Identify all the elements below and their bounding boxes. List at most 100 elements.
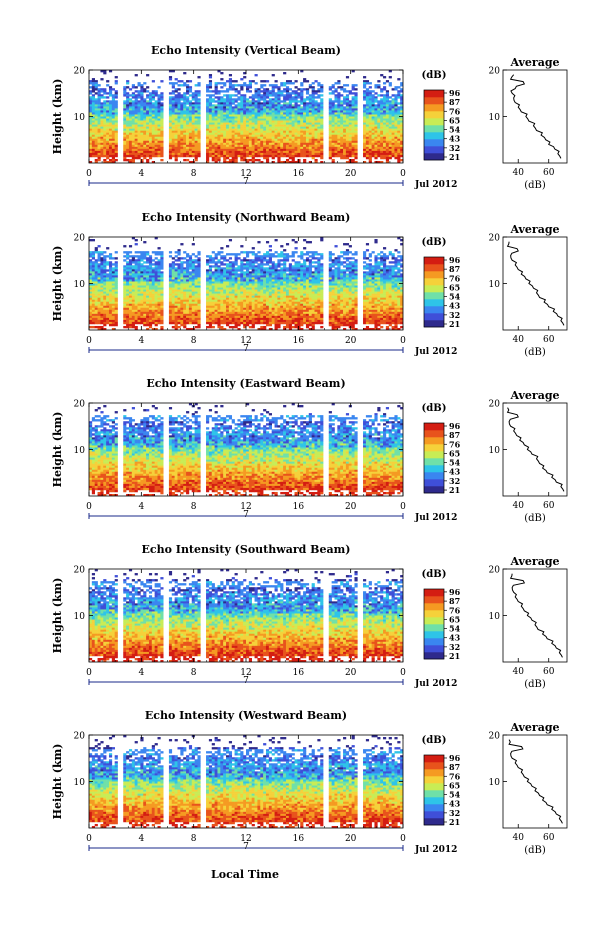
echo-cell: [183, 104, 187, 107]
echo-cell: [337, 142, 341, 146]
echo-cell: [254, 152, 258, 156]
echo-cell: [197, 271, 201, 274]
echo-cell: [345, 94, 350, 97]
echo-cell: [197, 100, 201, 103]
echo-cell: [134, 299, 138, 302]
echo-cell: [305, 132, 310, 135]
echo-cell: [137, 311, 141, 315]
echo-cell: [248, 158, 252, 162]
echo-cell: [188, 116, 193, 119]
echo-cell: [305, 102, 310, 105]
echo-cell: [363, 98, 367, 101]
echo-cell: [191, 146, 195, 150]
echo-cell: [400, 100, 403, 103]
echo-cell: [154, 313, 158, 317]
echo-cell: [354, 138, 358, 142]
colorbar-segment: [424, 97, 444, 105]
echo-cell: [314, 112, 318, 115]
echo-cell: [134, 94, 138, 97]
echo-cell: [345, 148, 350, 152]
echo-cell: [140, 94, 144, 97]
echo-cell: [128, 158, 133, 162]
echo-cell: [345, 106, 350, 109]
echo-cell: [100, 271, 104, 274]
echo-cell: [223, 160, 227, 163]
echo-cell: [300, 150, 304, 154]
echo-cell: [114, 291, 118, 294]
echo-cell: [351, 132, 355, 135]
echo-cell: [268, 84, 272, 87]
echo-cell: [89, 106, 93, 109]
echo-cell: [111, 124, 115, 127]
echo-cell: [228, 154, 233, 158]
beam-panel-1: Echo Intensity (Vertical Beam)Height (km…: [51, 44, 568, 191]
echo-cell: [271, 90, 275, 93]
echo-cell: [297, 148, 301, 152]
echo-cell: [128, 285, 133, 288]
echo-cell: [288, 100, 292, 103]
echo-cell: [126, 295, 130, 298]
echo-cell: [140, 114, 144, 117]
echo-cell: [197, 263, 201, 266]
echo-cell: [106, 291, 110, 294]
echo-cell: [154, 106, 158, 109]
echo-cell: [331, 104, 335, 107]
echo-cell: [374, 140, 378, 144]
echo-cell: [243, 96, 247, 99]
echo-cell: [354, 150, 358, 154]
echo-cell: [211, 299, 215, 302]
echo-cell: [131, 261, 135, 264]
echo-cell: [157, 134, 161, 138]
echo-cell: [385, 92, 390, 95]
echo-cell: [214, 154, 218, 158]
echo-cell: [194, 126, 198, 129]
echo-cell: [128, 301, 133, 305]
echo-cell: [194, 94, 198, 97]
echo-cell: [103, 309, 107, 313]
echo-cell: [106, 132, 110, 135]
echo-cell: [340, 120, 344, 123]
echo-cell: [97, 100, 101, 103]
echo-cell: [211, 305, 215, 309]
echo-cell: [89, 102, 93, 105]
echo-cell: [217, 267, 221, 270]
echo-cell: [208, 86, 213, 89]
echo-cell: [243, 114, 247, 117]
echo-cell: [108, 136, 113, 140]
echo-cell: [337, 102, 341, 105]
echo-cell: [237, 154, 241, 158]
echo-cell: [106, 289, 110, 292]
echo-cell: [91, 265, 95, 268]
echo-cell: [94, 144, 98, 148]
echo-cell: [94, 152, 98, 156]
echo-cell: [128, 98, 133, 101]
echo-cell: [243, 146, 247, 150]
echo-cell: [240, 96, 244, 99]
echo-cell: [97, 309, 101, 313]
echo-cell: [103, 279, 107, 282]
echo-cell: [188, 114, 193, 117]
echo-cell: [303, 104, 307, 107]
echo-cell: [128, 323, 133, 327]
echo-cell: [91, 142, 95, 146]
echo-cell: [137, 154, 141, 158]
echo-cell: [334, 136, 338, 140]
echo-cell: [305, 120, 310, 123]
echo-cell: [385, 158, 390, 162]
echo-cell: [254, 88, 258, 91]
echo-cell: [246, 142, 250, 146]
echo-cell: [100, 325, 104, 329]
echo-cell: [108, 265, 113, 268]
echo-cell: [260, 80, 264, 83]
echo-cell: [97, 146, 101, 150]
echo-cell: [134, 90, 138, 93]
echo-cell: [334, 140, 338, 144]
echo-cell: [217, 100, 221, 103]
echo-cell: [177, 321, 181, 325]
echo-cell: [394, 146, 398, 150]
echo-cell: [137, 138, 141, 142]
echo-cell: [265, 138, 270, 142]
echo-cell: [140, 315, 144, 319]
echo-cell: [151, 148, 155, 152]
echo-cell: [211, 279, 215, 282]
